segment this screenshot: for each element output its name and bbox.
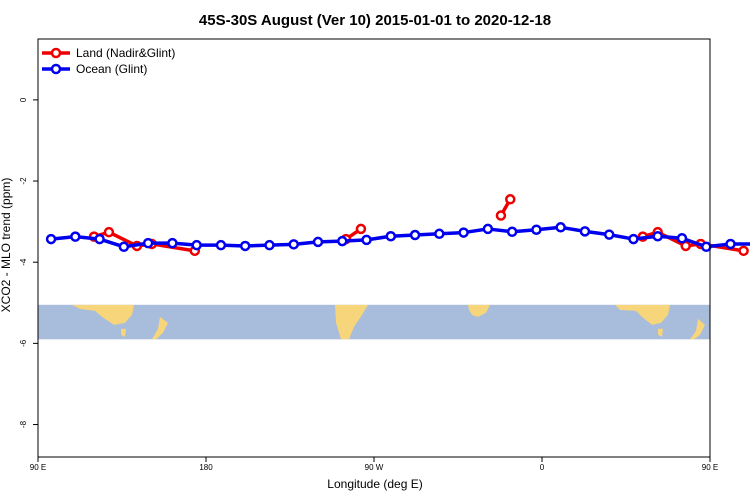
series-1-point: [288, 239, 299, 250]
series-1-point: [239, 240, 251, 252]
series-0-point: [103, 226, 115, 238]
y-tick-label: 0: [19, 97, 28, 102]
map-land-4: [468, 304, 490, 317]
series-1-point: [337, 235, 348, 247]
series-1-point: [603, 229, 615, 240]
legend-label-0: Land (Nadir&Glint): [76, 46, 175, 60]
series-1-point: [676, 233, 688, 244]
map-land-6: [658, 328, 663, 337]
series-1-point: [579, 226, 591, 237]
map-band: [38, 304, 710, 340]
series-0-point: [680, 240, 691, 252]
map-land-3: [335, 304, 368, 340]
series-1-point: [312, 236, 324, 248]
x-axis-label: Longitude (deg E): [327, 477, 422, 491]
series-1-point: [70, 231, 81, 242]
series-1-point: [215, 239, 227, 251]
series-1-point: [167, 237, 178, 249]
chart-title: 45S-30S August (Ver 10) 2015-01-01 to 20…: [199, 12, 551, 29]
series-1-point: [482, 223, 494, 235]
map-land-2: [152, 316, 168, 340]
series-1-point: [409, 229, 421, 241]
series-1-point: [385, 230, 397, 242]
series-1-point: [531, 224, 542, 235]
series-1-point: [142, 237, 154, 249]
series-1-point: [458, 227, 469, 238]
x-tick-label: 0: [540, 463, 545, 472]
series-0-point: [738, 245, 749, 257]
series-1-line-0: [50, 225, 750, 249]
series-1-point: [555, 222, 566, 233]
series-1: [45, 222, 750, 253]
x-tick-label: 90 E: [30, 463, 46, 472]
series-1-point: [118, 241, 130, 253]
legend-marker-0: [50, 47, 62, 59]
y-tick-label: -4: [19, 258, 28, 266]
map-land-1: [121, 328, 126, 337]
series-0-point: [495, 210, 507, 221]
plot-frame: [37, 38, 711, 458]
y-axis-label: XCO2 - MLO trend (ppm): [0, 178, 13, 313]
series-layer: [45, 194, 750, 257]
x-tick-label: 180: [199, 463, 213, 472]
series-1-point: [628, 233, 639, 245]
x-tick-label: 90 W: [365, 463, 384, 472]
series-1-point: [652, 230, 663, 242]
map-land-7: [690, 318, 705, 340]
series-1-point: [94, 233, 105, 245]
y-tick-label: -2: [19, 177, 28, 185]
series-1-point: [361, 234, 372, 246]
series-1-point: [434, 228, 445, 240]
series-0-point: [355, 223, 367, 235]
tick-layer: 90 E 180 90 W 0 90 E 0 -2 -4 -6 -8: [19, 97, 718, 472]
x-tick-label: 90 E: [702, 463, 718, 472]
series-0-point: [505, 194, 516, 205]
y-tick-label: -8: [19, 420, 28, 428]
map-land-0: [72, 304, 134, 325]
series-1-point: [506, 226, 518, 238]
series-1-point: [191, 239, 202, 251]
series-1-point: [45, 233, 57, 245]
series-1-point: [725, 238, 736, 250]
series-1-point: [264, 239, 275, 251]
legend-label-1: Ocean (Glint): [76, 62, 147, 76]
y-tick-label: -6: [19, 339, 28, 347]
legend-marker-1: [50, 63, 62, 75]
map-land-5: [615, 304, 670, 325]
series-1-point: [701, 241, 712, 253]
map-ocean: [38, 304, 710, 340]
legend: Land (Nadir&Glint) Ocean (Glint): [42, 46, 175, 76]
